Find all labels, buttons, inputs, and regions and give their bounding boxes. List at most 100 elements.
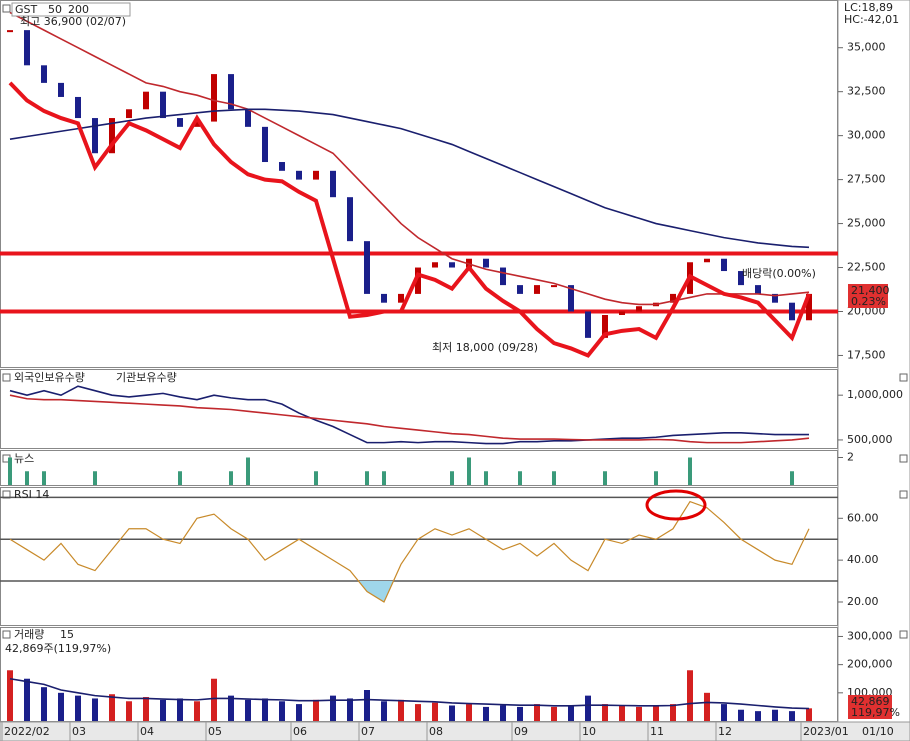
news-bar — [246, 457, 250, 485]
volume-bar — [636, 706, 642, 721]
candle — [755, 285, 761, 294]
y-tick-label: 17,500 — [847, 348, 886, 361]
volume-ratio: 119,97% — [851, 706, 900, 719]
candle — [347, 197, 353, 242]
volume-bar — [772, 709, 778, 721]
news-bar — [365, 471, 369, 485]
legend-entry: 50 — [48, 3, 62, 16]
candle — [483, 258, 489, 268]
y-tick-label: 32,500 — [847, 85, 886, 98]
volume-bar — [449, 705, 455, 721]
highlight-ellipse — [645, 489, 707, 521]
candle — [245, 109, 251, 127]
candle — [721, 258, 727, 272]
volume-bar — [585, 695, 591, 721]
candle — [551, 285, 557, 288]
candle — [160, 91, 166, 119]
volume-bar — [347, 698, 353, 721]
icon — [899, 490, 908, 499]
legend-box — [11, 2, 131, 17]
y-tick-label: 25,000 — [847, 217, 886, 230]
volume-bar — [483, 706, 489, 721]
candle — [92, 118, 98, 154]
news-bar — [790, 471, 794, 485]
volume-bar — [92, 698, 98, 721]
candle — [330, 170, 336, 198]
panel-title: RSI 14 — [14, 488, 49, 501]
news-bar — [484, 471, 488, 485]
volume-bar — [41, 687, 47, 721]
volume-bar — [466, 704, 472, 721]
volume-bar — [143, 697, 149, 721]
panel-title: 거래량 — [14, 628, 44, 641]
candle — [7, 30, 13, 33]
change-label: 0.23% — [851, 295, 886, 308]
candle — [398, 293, 404, 303]
volume-bar — [670, 704, 676, 721]
volume-bar — [551, 706, 557, 721]
news-bar — [654, 471, 658, 485]
candle — [194, 121, 200, 127]
volume-bar — [160, 699, 166, 721]
candle — [500, 267, 506, 286]
candle — [636, 306, 642, 312]
x-tick-label: 10 — [582, 725, 596, 738]
candle — [143, 91, 149, 110]
news-bar — [518, 471, 522, 485]
volume-bar — [177, 698, 183, 721]
volume-bar — [806, 708, 812, 721]
candle — [585, 311, 591, 338]
volume-bar — [704, 692, 710, 721]
candle — [24, 30, 30, 66]
volume-bar — [296, 704, 302, 721]
candle — [381, 293, 387, 303]
hc-label: HC:-42,01 — [844, 13, 899, 26]
y-tick-label: 300,000 — [847, 629, 893, 642]
news-frame — [0, 450, 838, 486]
candle — [789, 302, 795, 321]
news-bar — [229, 471, 233, 485]
legend-entry: 200 — [68, 3, 89, 16]
x-tick-label: 11 — [650, 725, 664, 738]
candle — [228, 74, 234, 110]
volume-bar — [262, 698, 268, 721]
x-tick-label: 04 — [140, 725, 154, 738]
news-bar — [552, 471, 556, 485]
right-axis — [837, 0, 910, 723]
holdings-frame — [0, 369, 838, 449]
holding-line — [9, 394, 810, 444]
volume-bar — [7, 670, 13, 721]
y-tick-label: 200,000 — [847, 658, 893, 671]
candle — [806, 293, 812, 321]
y-tick-label: 20.00 — [847, 595, 879, 608]
volume-bar — [211, 678, 217, 721]
volume-bar — [687, 670, 693, 721]
volume-bar — [381, 701, 387, 721]
legend-symbol: GST — [15, 3, 38, 16]
news-bar — [450, 471, 454, 485]
volume-bar — [245, 699, 251, 721]
x-tick-label: 06 — [293, 725, 307, 738]
volume-bar — [109, 694, 115, 721]
date-axis — [0, 721, 910, 741]
holding-line — [9, 385, 809, 445]
candle — [432, 262, 438, 268]
volume-bar — [194, 701, 200, 721]
volume-bar — [738, 709, 744, 721]
candle — [534, 285, 540, 294]
volume-bar — [364, 690, 370, 721]
news-bar — [42, 471, 46, 485]
x-tick-label: 2023/01 — [803, 725, 849, 738]
news-bar — [467, 457, 471, 485]
y-tick-label: 27,500 — [847, 173, 886, 186]
volume-ma-line — [9, 677, 810, 710]
news-bar — [93, 471, 97, 485]
rsi-line — [9, 500, 810, 603]
low-label: 최저 18,000 (09/28) — [432, 341, 538, 354]
volume-bar — [500, 705, 506, 721]
y-tick-label: 35,000 — [847, 41, 886, 54]
dividend-label: 배당락(0.00%) — [742, 267, 816, 280]
icon — [899, 454, 908, 463]
candle — [211, 74, 217, 122]
